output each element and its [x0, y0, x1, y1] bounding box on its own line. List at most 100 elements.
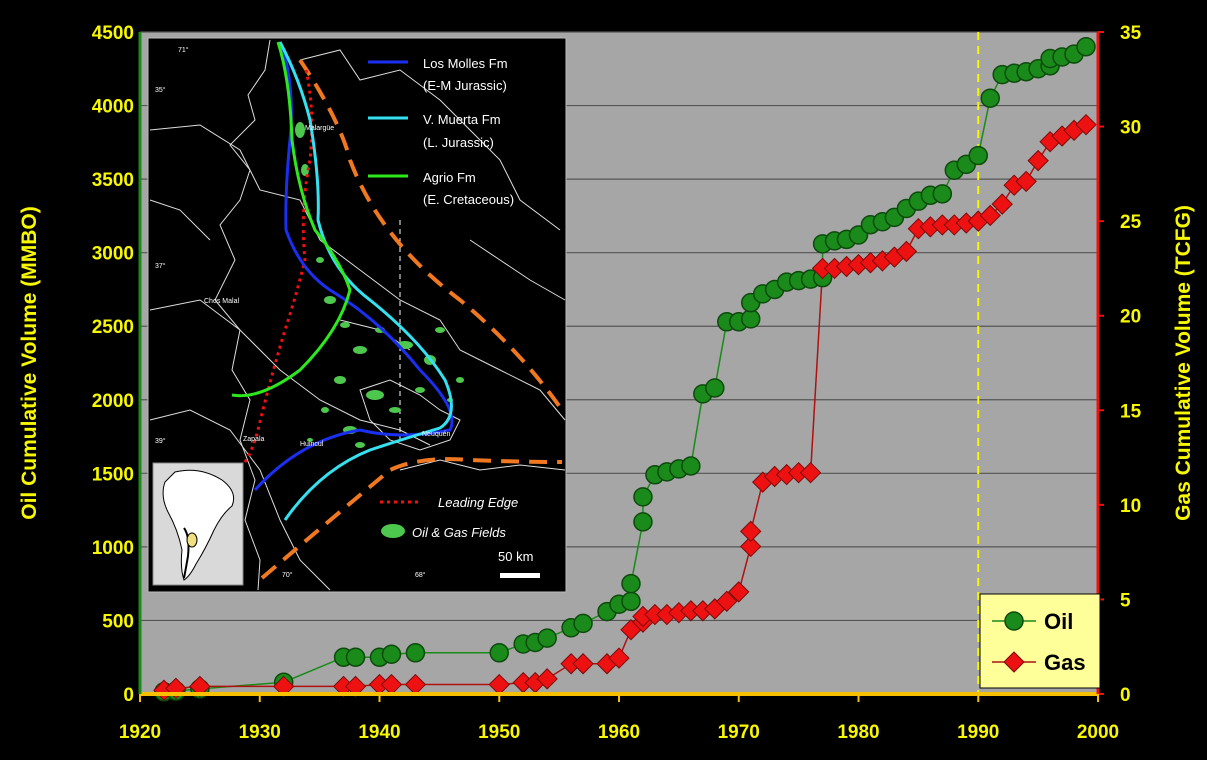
place-chos-malal: Chos Malal [204, 298, 239, 305]
gas-data-point [728, 581, 750, 603]
y-right-tick-label: 35 [1120, 23, 1142, 44]
coord-35: 35° [155, 86, 166, 94]
gas-data-point [536, 668, 558, 690]
gas-data-point [991, 193, 1013, 215]
y-left-tick-label: 3000 [92, 244, 134, 265]
gas-data-point [740, 520, 762, 543]
map-legend-leading-edge: Leading Edge [438, 495, 518, 510]
y-right-tick-label: 25 [1120, 212, 1142, 233]
y-left-tick-label: 500 [102, 611, 134, 632]
oil-data-point [621, 591, 641, 612]
coord-71: 71° [178, 46, 189, 54]
gas-data-point [165, 677, 187, 700]
y-right-tick-label: 0 [1120, 685, 1131, 706]
place-huincul: Huincul [300, 441, 324, 448]
oil-data-point [573, 613, 593, 634]
y-left-tick-label: 4500 [92, 23, 134, 44]
gas-data-point [716, 590, 738, 613]
x-tick-label: 1940 [358, 722, 400, 743]
gas-data-point [1027, 149, 1049, 172]
legend-oil-label: Oil [1044, 609, 1073, 634]
gas-data-point [799, 461, 822, 484]
map-legend: Los Molles Fm (E-M Jurassic) V. Muerta F… [368, 56, 540, 578]
x-tick-label: 1950 [478, 722, 520, 743]
x-tick-label: 1970 [718, 722, 760, 743]
oil-data-point [345, 647, 366, 667]
y-left-tick-label: 2000 [92, 391, 134, 412]
y-right-tick-label: 10 [1120, 496, 1141, 517]
basin-boundary-east [298, 58, 564, 412]
gas-data-point [1075, 113, 1097, 136]
oil-data-point [381, 644, 402, 665]
gas-data-point [344, 675, 367, 698]
y-left-axis-title: Oil Cumulative Volume (MMBO) [18, 206, 41, 519]
gas-data-point [979, 204, 1001, 227]
y-right-tick-label: 5 [1120, 590, 1131, 611]
map-boundaries [149, 39, 566, 591]
y-left-tick-label: 2500 [92, 317, 134, 338]
y-left-tick-label: 0 [123, 685, 134, 706]
place-neuquen: Neuquén [422, 431, 451, 438]
x-tick-label: 1990 [957, 722, 999, 743]
map-legend-los-molles-age: (E-M Jurassic) [423, 78, 507, 93]
axis-ticks: 0 500 1000 1500 2000 2500 3000 3500 4000 4500 0 5 10… [92, 23, 1142, 743]
gas-data-point [189, 675, 211, 698]
legend-gas-marker [1003, 651, 1025, 673]
map-legend-agrio-age: (E. Cretaceous) [423, 192, 514, 207]
y-left-tick-label: 1000 [92, 538, 134, 559]
gas-data-point [572, 653, 594, 675]
gas-data-point [895, 240, 918, 263]
chart-legend: Oil Gas [979, 593, 1101, 689]
south-america-locator [152, 462, 244, 586]
legend-oil-marker [1004, 611, 1024, 631]
oil-data-point [932, 184, 953, 204]
map-legend-fields: Oil & Gas Fields [412, 525, 506, 540]
oil-data-point [980, 88, 1000, 108]
map-scale-bar [500, 573, 540, 578]
place-zapala: Zapala [243, 436, 265, 443]
y-left-tick-label: 1500 [92, 464, 134, 485]
coord-70: 70° [282, 571, 293, 579]
oil-data-point [489, 643, 509, 663]
oil-data-point [740, 309, 761, 329]
coord-39: 39° [155, 437, 166, 445]
oil-data-point [621, 573, 641, 594]
map-legend-agrio: Agrio Fm [423, 170, 476, 185]
x-tick-label: 1960 [598, 722, 640, 743]
oil-data-point [405, 643, 426, 663]
coord-37: 37° [155, 262, 166, 270]
oil-data-point [1076, 36, 1096, 57]
x-tick-label: 1980 [837, 722, 879, 743]
inset-map: Los Molles Fm (E-M Jurassic) V. Muerta F… [147, 37, 567, 593]
map-legend-vaca-muerta: V. Muerta Fm [423, 112, 501, 127]
gas-data-point [272, 675, 295, 698]
oil-data-point [968, 145, 988, 166]
leading-edge-line [236, 69, 314, 472]
map-legend-field-swatch [381, 524, 405, 538]
y-right-tick-label: 20 [1120, 307, 1141, 328]
gas-data-point [1015, 170, 1037, 193]
x-tick-label: 2000 [1077, 722, 1119, 743]
oil-data-point [705, 378, 725, 398]
oil-data-point [537, 628, 557, 648]
gas-data-point [740, 535, 762, 558]
x-tick-label: 1920 [119, 722, 161, 743]
map-legend-los-molles: Los Molles Fm [423, 56, 508, 71]
gas-data-point [608, 647, 630, 669]
legend-gas-label: Gas [1044, 650, 1086, 675]
vaca-muerta-line [278, 41, 453, 521]
oil-data-point [633, 512, 653, 532]
agrio-line [231, 41, 352, 398]
coord-68: 68° [415, 571, 426, 579]
map-legend-vaca-muerta-age: (L. Jurassic) [423, 135, 494, 150]
y-right-axis-title: Gas Cumulative Volume (TCFG) [1172, 205, 1195, 521]
y-left-tick-label: 3500 [92, 170, 134, 191]
oil-data-point [633, 487, 653, 507]
oil-data-point [681, 456, 701, 476]
los-molles-line [253, 44, 454, 492]
x-tick-label: 1930 [239, 722, 281, 743]
place-malargue: Malargüe [305, 125, 334, 132]
y-right-tick-label: 15 [1120, 401, 1142, 422]
y-right-tick-label: 30 [1120, 118, 1141, 139]
